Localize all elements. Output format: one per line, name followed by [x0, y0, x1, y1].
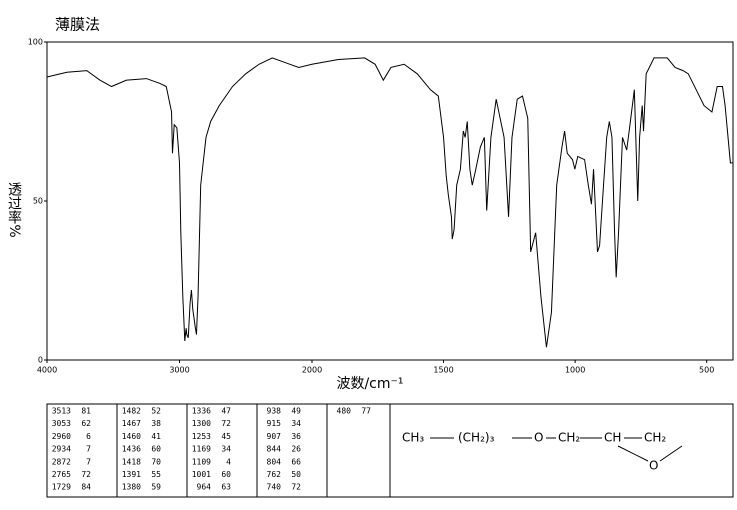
peak-transmittance: 36 [291, 432, 301, 441]
peak-transmittance: 34 [291, 419, 301, 428]
peak-wavenumber: 1729 [52, 483, 71, 492]
plot-frame [46, 41, 734, 361]
peak-transmittance: 60 [221, 470, 231, 479]
bond [617, 445, 649, 462]
y-axis-label: 透过率% [6, 182, 22, 237]
x-tick-label: 1500 [433, 366, 453, 375]
peak-transmittance: 52 [151, 407, 161, 416]
group: CH [604, 431, 621, 445]
peak-transmittance: 72 [221, 419, 231, 428]
ring-oxygen: O [649, 459, 658, 473]
peak-wavenumber: 964 [197, 483, 212, 492]
y-tick-label: 100 [28, 38, 43, 47]
peak-transmittance: 84 [81, 483, 91, 492]
peak-wavenumber: 1436 [122, 445, 141, 454]
group: CH₂ [644, 431, 666, 445]
structure: CH₃ (CH₂)₃ O CH₂ CH CH₂ O [402, 431, 666, 473]
x-axis-label: 波数/cm⁻¹ [336, 376, 403, 392]
peak-transmittance: 38 [151, 419, 161, 428]
x-tick-label: 2000 [302, 366, 322, 375]
x-tick-label: 1000 [565, 366, 585, 375]
peak-transmittance: 49 [291, 407, 301, 416]
peak-wavenumber: 1109 [192, 457, 211, 466]
peak-transmittance: 66 [291, 457, 301, 466]
spectrum-line [46, 57, 733, 348]
x-tick-label: 500 [699, 366, 714, 375]
peak-transmittance: 7 [86, 457, 91, 466]
peak-transmittance: 60 [151, 445, 161, 454]
peak-wavenumber: 2960 [52, 432, 71, 441]
peak-transmittance: 47 [221, 407, 231, 416]
peak-wavenumber: 1391 [122, 470, 141, 479]
peak-wavenumber: 2934 [52, 445, 71, 454]
peak-wavenumber: 740 [267, 483, 282, 492]
peak-transmittance: 70 [151, 457, 161, 466]
chart-title: 薄膜法 [55, 16, 100, 34]
peak-wavenumber: 1169 [192, 445, 211, 454]
peak-wavenumber: 1460 [122, 432, 141, 441]
peak-transmittance: 81 [81, 407, 91, 416]
bond [659, 445, 683, 462]
peak-wavenumber: 907 [267, 432, 282, 441]
x-tick-label: 4000 [37, 366, 57, 375]
group: CH₂ [558, 431, 580, 445]
x-tick-label: 3000 [169, 366, 189, 375]
group: CH₃ [402, 431, 424, 445]
peak-transmittance: 77 [361, 407, 371, 416]
peak-transmittance: 72 [291, 483, 301, 492]
peak-transmittance: 4 [226, 457, 231, 466]
peak-wavenumber: 1336 [192, 407, 211, 416]
peak-wavenumber: 3513 [52, 407, 71, 416]
peak-wavenumber: 3053 [52, 419, 71, 428]
peak-wavenumber: 1467 [122, 419, 141, 428]
y-tick-label: 0 [38, 356, 43, 365]
peak-wavenumber: 804 [267, 457, 282, 466]
peak-transmittance: 34 [221, 445, 231, 454]
peak-wavenumber: 1001 [192, 470, 211, 479]
peak-transmittance: 59 [151, 483, 161, 492]
peak-wavenumber: 1482 [122, 407, 141, 416]
peak-wavenumber: 1380 [122, 483, 141, 492]
group: O [534, 431, 543, 445]
y-tick-label: 50 [33, 197, 43, 206]
group: (CH₂)₃ [458, 431, 495, 445]
peak-transmittance: 72 [81, 470, 91, 479]
structure-bonds [430, 437, 683, 462]
peak-transmittance: 55 [151, 470, 161, 479]
peak-transmittance: 26 [291, 445, 301, 454]
peak-wavenumber: 1418 [122, 457, 141, 466]
peak-transmittance: 50 [291, 470, 301, 479]
peak-wavenumber: 2872 [52, 457, 71, 466]
peak-wavenumber: 1300 [192, 419, 211, 428]
peak-transmittance: 62 [81, 419, 91, 428]
peak-wavenumber: 1253 [192, 432, 211, 441]
peak-transmittance: 41 [151, 432, 161, 441]
peak-transmittance: 7 [86, 445, 91, 454]
peak-wavenumber: 938 [267, 407, 282, 416]
peak-wavenumber: 480 [337, 407, 352, 416]
peak-wavenumber: 844 [267, 445, 282, 454]
peak-transmittance: 63 [221, 483, 231, 492]
peak-wavenumber: 762 [267, 470, 282, 479]
peak-wavenumber: 915 [267, 419, 282, 428]
peak-transmittance: 45 [221, 432, 231, 441]
table-dividers [116, 404, 391, 497]
peak-wavenumber: 2765 [52, 470, 71, 479]
peak-transmittance: 6 [86, 432, 91, 441]
